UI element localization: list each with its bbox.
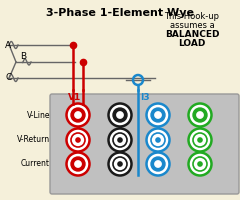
Circle shape — [118, 162, 122, 166]
Circle shape — [108, 152, 132, 176]
Circle shape — [156, 138, 160, 142]
Circle shape — [74, 160, 82, 168]
Circle shape — [66, 104, 90, 127]
Text: LOAD: LOAD — [178, 39, 206, 48]
Circle shape — [198, 162, 202, 166]
Text: 3-Phase 1-Element Wye: 3-Phase 1-Element Wye — [46, 8, 194, 18]
Circle shape — [108, 129, 132, 152]
Circle shape — [151, 157, 165, 171]
Text: V1: V1 — [68, 93, 82, 102]
Circle shape — [71, 133, 85, 147]
Circle shape — [155, 112, 162, 118]
Circle shape — [151, 108, 165, 122]
Text: assumes a: assumes a — [170, 21, 214, 30]
Text: V-Line: V-Line — [26, 110, 50, 119]
Text: C: C — [5, 73, 11, 82]
Circle shape — [188, 104, 211, 127]
Text: V-Return: V-Return — [17, 136, 50, 144]
Text: This Hook-up: This Hook-up — [164, 12, 220, 21]
Text: I3: I3 — [140, 93, 150, 102]
Circle shape — [118, 138, 122, 142]
Text: BALANCED: BALANCED — [165, 30, 219, 39]
Circle shape — [146, 152, 169, 176]
Circle shape — [71, 157, 85, 171]
Circle shape — [151, 133, 165, 147]
Circle shape — [193, 133, 207, 147]
Circle shape — [198, 138, 202, 142]
Circle shape — [71, 108, 85, 122]
Circle shape — [113, 157, 127, 171]
Circle shape — [146, 129, 169, 152]
Circle shape — [108, 104, 132, 127]
Circle shape — [155, 160, 162, 168]
Circle shape — [188, 129, 211, 152]
Circle shape — [197, 112, 204, 118]
FancyBboxPatch shape — [50, 94, 239, 194]
Circle shape — [66, 152, 90, 176]
Circle shape — [113, 108, 127, 122]
Circle shape — [193, 157, 207, 171]
Circle shape — [188, 152, 211, 176]
Circle shape — [116, 112, 124, 118]
Text: A: A — [5, 40, 11, 49]
Circle shape — [74, 112, 82, 118]
Text: Current: Current — [21, 160, 50, 168]
Circle shape — [66, 129, 90, 152]
Circle shape — [193, 108, 207, 122]
Circle shape — [76, 138, 80, 142]
Circle shape — [113, 133, 127, 147]
Circle shape — [146, 104, 169, 127]
Text: B: B — [20, 52, 26, 61]
